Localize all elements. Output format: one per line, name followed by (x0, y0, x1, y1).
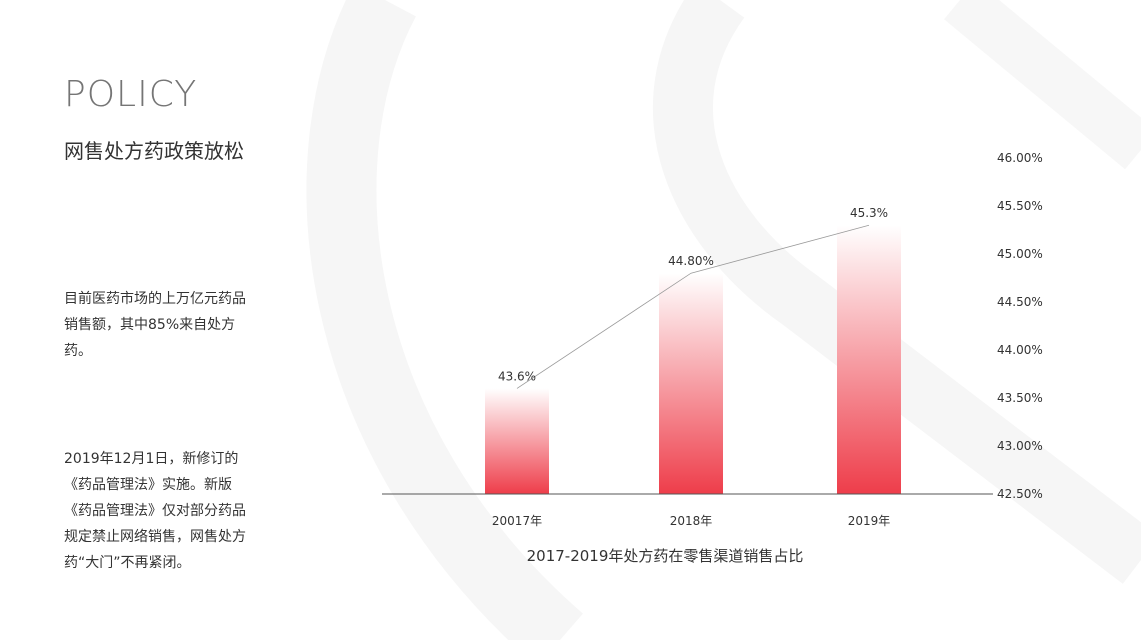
y-tick-label-7: 46.00% (997, 151, 1043, 165)
page-title: POLICY (64, 74, 198, 115)
y-tick-label-3: 44.00% (997, 343, 1043, 357)
paragraph-law: 2019年12月1日，新修订的《药品管理法》实施。新版《药品管理法》仅对部分药品… (64, 451, 246, 571)
y-tick-label-6: 45.50% (997, 199, 1043, 213)
value-label-0: 43.6% (498, 369, 536, 383)
page-subtitle: 网售处方药政策放松 (64, 139, 244, 163)
trend-line (516, 224, 870, 389)
paragraph-market: 目前医药市场的上万亿元药品销售额，其中85%来自处方药。 (64, 291, 246, 359)
background-arc-corner (944, 0, 1141, 170)
x-tick-label-2: 2019年 (848, 514, 891, 528)
bar-2 (837, 225, 901, 494)
bar-0 (485, 388, 549, 494)
y-tick-labels-group: 42.50% 43.00% 43.50% 44.00% 44.50% 45.00% 45.5… (997, 151, 1043, 501)
x-tick-labels-group: 20017年 2018年 2019年 (492, 514, 890, 528)
trend-line-group (516, 224, 870, 389)
y-tick-label-2: 43.50% (997, 391, 1043, 405)
y-tick-label-0: 42.50% (997, 487, 1043, 501)
chart-title: 2017-2019年处方药在零售渠道销售占比 (526, 547, 804, 565)
value-labels-group: 43.6% 44.80% 45.3% (498, 206, 888, 383)
x-tick-label-1: 2018年 (670, 514, 713, 528)
value-label-1: 44.80% (668, 254, 714, 268)
background-arc-band (653, 0, 1141, 584)
bars-group (485, 225, 901, 494)
y-tick-label-4: 44.50% (997, 295, 1043, 309)
y-tick-label-1: 43.00% (997, 439, 1043, 453)
bar-1 (659, 273, 723, 494)
value-label-2: 45.3% (850, 206, 888, 220)
background-arc-large (306, 0, 583, 640)
y-tick-label-5: 45.00% (997, 247, 1043, 261)
x-tick-label-0: 20017年 (492, 514, 542, 528)
